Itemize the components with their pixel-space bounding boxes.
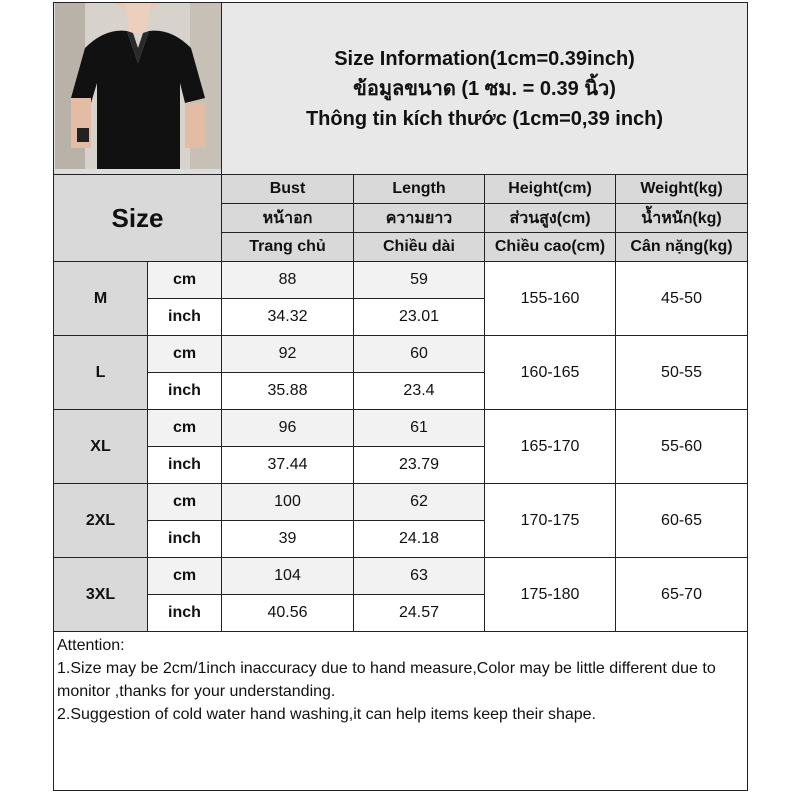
header-bust-th: หน้าอก [221, 203, 354, 233]
length-inch: 23.01 [353, 298, 485, 336]
length-cm: 60 [353, 335, 485, 373]
bust-inch: 40.56 [221, 594, 354, 632]
table-row-cm: L cm 92 60 160-165 50-55 [53, 335, 749, 410]
table-row-cm: 3XL cm 104 63 175-180 65-70 [53, 557, 749, 632]
bust-cm: 96 [221, 409, 354, 447]
size-label: L [53, 335, 148, 410]
product-photo [53, 2, 222, 175]
size-label: 2XL [53, 483, 148, 558]
header-length-en: Length [353, 174, 485, 204]
attention-line-2: 2.Suggestion of cold water hand washing,… [57, 706, 596, 723]
length-inch: 24.18 [353, 520, 485, 558]
size-label: 3XL [53, 557, 148, 632]
size-chart-table: Size Information(1cm=0.39inch) ข้อมูลขนา… [52, 2, 749, 791]
unit-cm: cm [147, 335, 222, 373]
header-length-vi: Chiều dài [353, 232, 485, 262]
table-row-inch: inch 35.88 23.4 [54, 372, 748, 410]
size-header: Size [53, 174, 222, 262]
weight-range: 65-70 [614, 557, 749, 632]
length-inch: 23.4 [353, 372, 485, 410]
header-length-th: ความยาว [353, 203, 485, 233]
length-cm: 59 [353, 261, 485, 299]
bust-cm: 88 [221, 261, 354, 299]
table-row-inch: inch 34.32 23.01 [54, 298, 748, 336]
height-range: 165-170 [484, 409, 616, 484]
unit-cm: cm [147, 483, 222, 521]
weight-range: 60-65 [614, 483, 749, 558]
length-inch: 24.57 [353, 594, 485, 632]
header-height-vi: Chiều cao(cm) [484, 232, 616, 262]
table-row-cm: M cm 88 59 155-160 45-50 [53, 261, 749, 336]
attention-heading: Attention: [57, 637, 125, 654]
height-range: 155-160 [484, 261, 616, 336]
product-photo-image [54, 3, 221, 169]
table-row-inch: inch 37.44 23.79 [54, 446, 748, 484]
header-height-th: ส่วนสูง(cm) [484, 203, 616, 233]
length-cm: 63 [353, 557, 485, 595]
weight-range: 55-60 [614, 409, 749, 484]
header-height-en: Height(cm) [484, 174, 616, 204]
bust-cm: 92 [221, 335, 354, 373]
unit-cm: cm [147, 557, 222, 595]
length-inch: 23.79 [353, 446, 485, 484]
title-english: Size Information(1cm=0.39inch) [334, 47, 635, 70]
header-weight-en: Weight(kg) [614, 174, 749, 204]
bust-cm: 100 [221, 483, 354, 521]
bust-inch: 39 [221, 520, 354, 558]
header-weight-vi: Cân nặng(kg) [614, 232, 749, 262]
bust-inch: 34.32 [221, 298, 354, 336]
bust-cm: 104 [221, 557, 354, 595]
size-label: M [53, 261, 148, 336]
table-row-cm: XL cm 96 61 165-170 55-60 [53, 409, 749, 484]
title-vietnamese: Thông tin kích thước (1cm=0,39 inch) [305, 107, 664, 130]
attention-line-1: 1.Size may be 2cm/1inch inaccuracy due t… [57, 660, 716, 700]
size-information-title: Size Information(1cm=0.39inch) ข้อมูลขนา… [220, 2, 749, 175]
title-thai: ข้อมูลขนาด (1 ซม. = 0.39 นิ้ว) [353, 77, 616, 100]
weight-range: 50-55 [614, 335, 749, 410]
height-range: 160-165 [484, 335, 616, 410]
bust-inch: 35.88 [221, 372, 354, 410]
header-weight-th: น้ำหนัก(kg) [614, 203, 749, 233]
height-range: 175-180 [484, 557, 616, 632]
unit-inch: inch [147, 446, 222, 484]
unit-inch: inch [147, 372, 222, 410]
unit-inch: inch [147, 298, 222, 336]
weight-range: 45-50 [614, 261, 749, 336]
table-row-cm: 2XL cm 100 62 170-175 60-65 [53, 483, 749, 558]
header-bust-vi: Trang chủ [221, 232, 354, 262]
size-label: XL [53, 409, 148, 484]
attention-notes: Attention: 1.Size may be 2cm/1inch inacc… [52, 631, 749, 791]
unit-inch: inch [147, 594, 222, 632]
table-row-inch: inch 40.56 24.57 [54, 594, 748, 632]
length-cm: 62 [353, 483, 485, 521]
unit-cm: cm [147, 409, 222, 447]
bust-inch: 37.44 [221, 446, 354, 484]
length-cm: 61 [353, 409, 485, 447]
height-range: 170-175 [484, 483, 616, 558]
unit-inch: inch [147, 520, 222, 558]
unit-cm: cm [147, 261, 222, 299]
header-bust-en: Bust [221, 174, 354, 204]
